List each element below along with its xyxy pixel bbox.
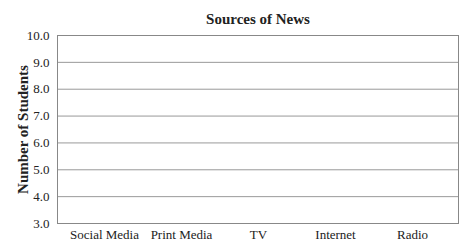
svg-text:5.0: 5.0 bbox=[33, 162, 49, 177]
svg-text:10.0: 10.0 bbox=[27, 28, 50, 43]
svg-text:Social Media: Social Media bbox=[70, 227, 139, 242]
svg-text:TV: TV bbox=[250, 227, 268, 242]
svg-text:3.0: 3.0 bbox=[33, 216, 49, 231]
svg-text:Print Media: Print Media bbox=[151, 227, 213, 242]
svg-text:6.0: 6.0 bbox=[33, 135, 49, 150]
svg-text:Internet: Internet bbox=[315, 227, 356, 242]
svg-text:Number of Students: Number of Students bbox=[15, 65, 31, 194]
svg-text:9.0: 9.0 bbox=[33, 55, 49, 70]
svg-text:4.0: 4.0 bbox=[33, 189, 49, 204]
svg-text:Sources of News: Sources of News bbox=[206, 11, 310, 27]
svg-text:8.0: 8.0 bbox=[33, 81, 49, 96]
svg-text:Radio: Radio bbox=[397, 227, 428, 242]
svg-text:7.0: 7.0 bbox=[33, 108, 49, 123]
